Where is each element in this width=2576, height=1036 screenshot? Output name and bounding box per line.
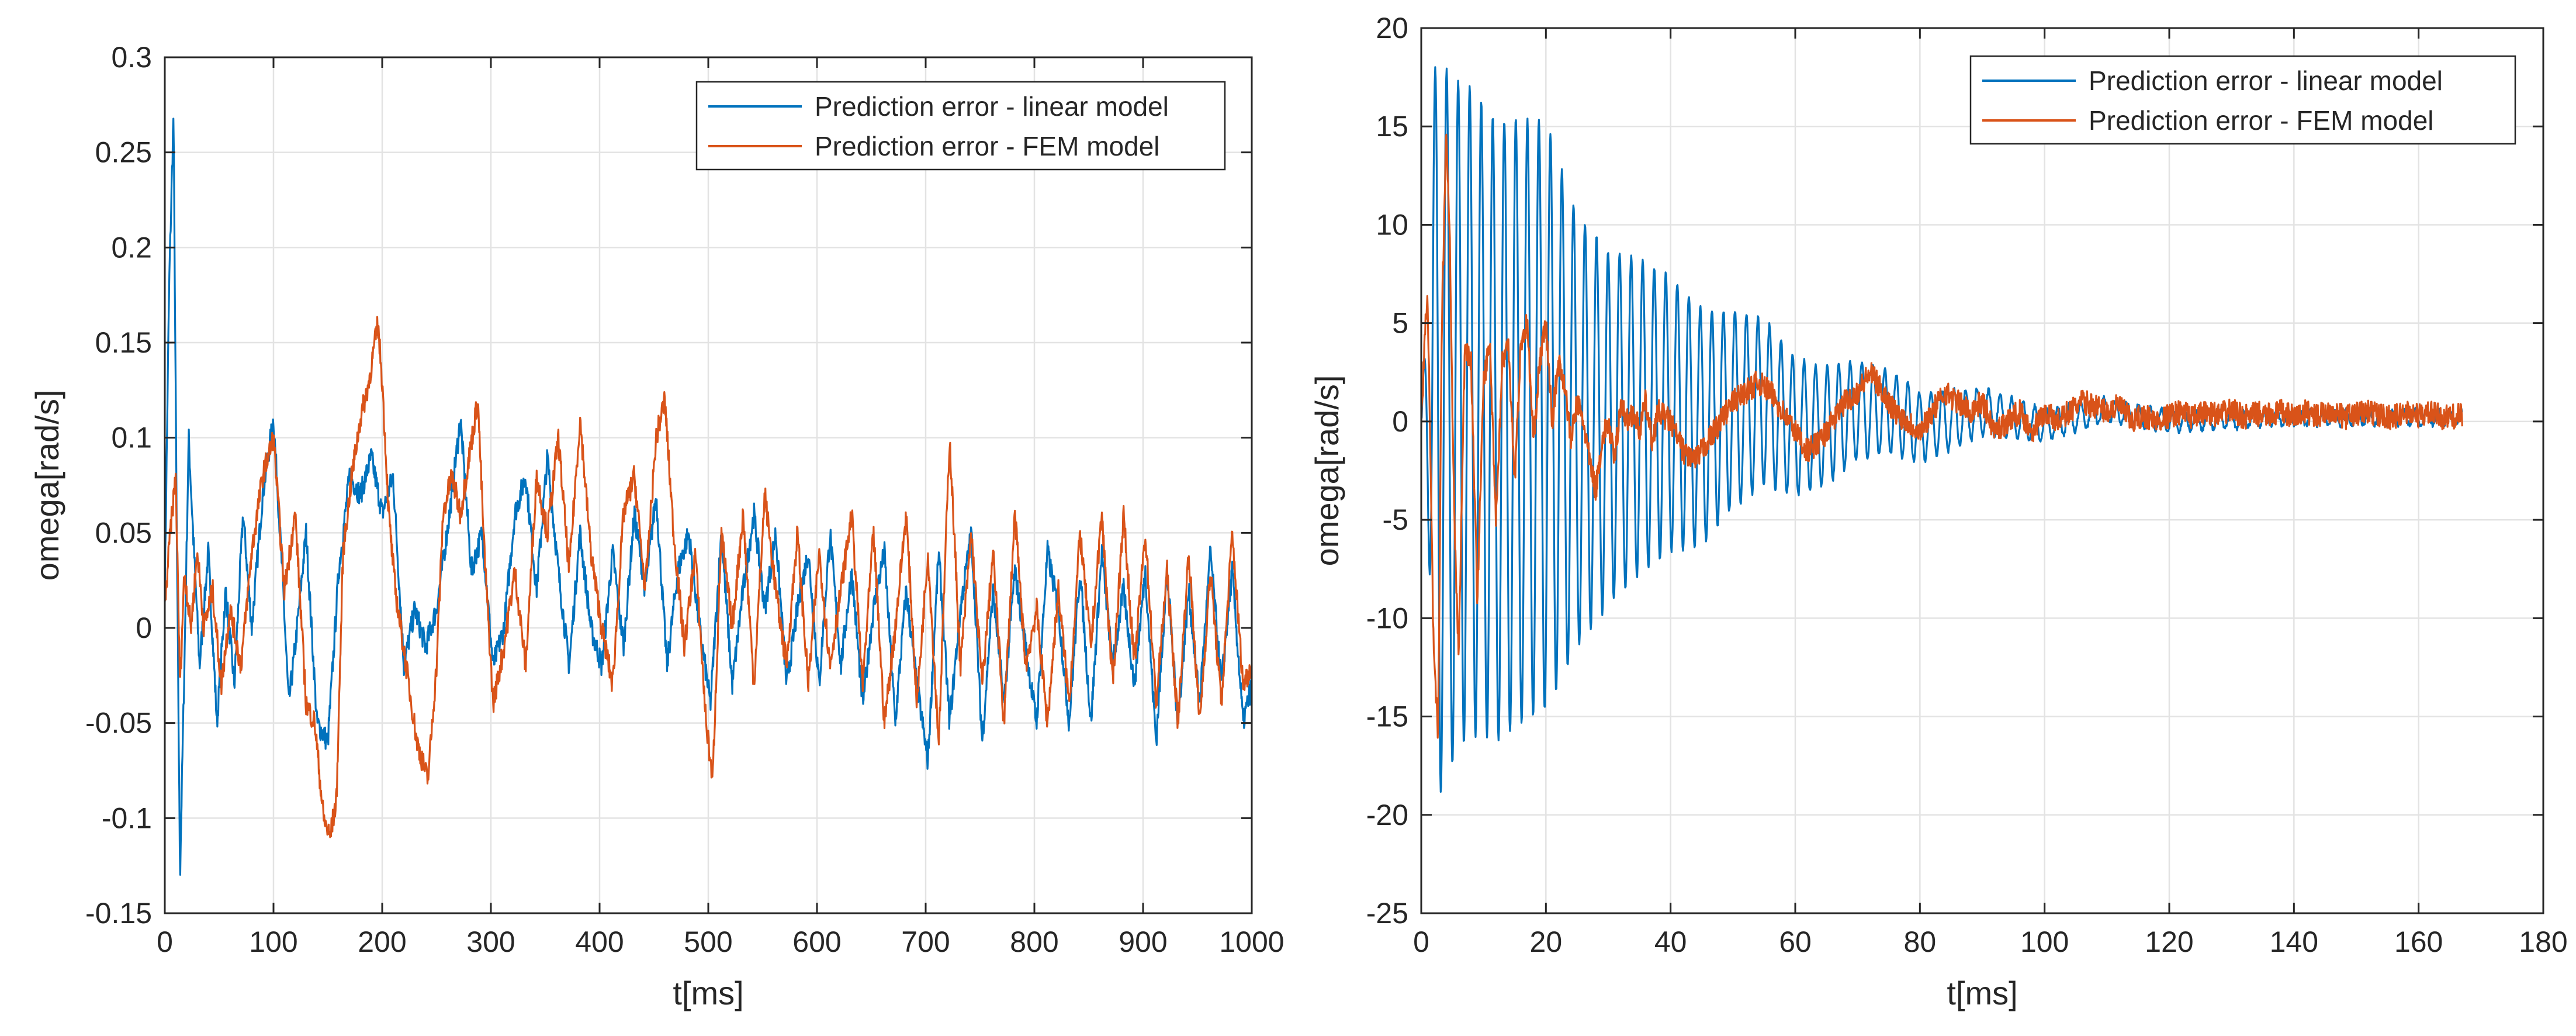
left-x-tick-label: 400 <box>575 926 624 958</box>
left-y-tick-label: 0.1 <box>111 422 152 454</box>
right-y-tick-label: -10 <box>1366 602 1408 634</box>
right-ticks: 0 20 40 60 80 100 120 140 160 180 -25 -20 -15 -10 -5 0 5… <box>1366 12 2568 958</box>
left-x-tick-label: 700 <box>901 926 950 958</box>
left-x-tick-label: 0 <box>157 926 173 958</box>
left-x-tick-label: 100 <box>249 926 297 958</box>
left-y-tick-label: 0.05 <box>95 516 152 549</box>
left-legend-box <box>695 81 1226 171</box>
right-x-tick-label: 180 <box>2519 926 2567 958</box>
left-ticks: 0 100 200 300 400 500 600 700 800 900 1000 -0.15 -0.… <box>85 41 1284 958</box>
left-series-fem-line <box>165 316 1252 838</box>
left-y-axis-label: omega[rad/s] <box>29 390 65 581</box>
right-legend-label-linear: Prediction error - linear model <box>2089 65 2443 96</box>
left-x-tick-label: 300 <box>466 926 515 958</box>
right-y-tick-label: -15 <box>1366 700 1408 733</box>
left-x-tick-label: 800 <box>1010 926 1058 958</box>
right-y-tick-label: 15 <box>1376 110 1408 143</box>
right-x-tick-label: 80 <box>1904 926 1937 958</box>
right-x-tick-label: 0 <box>1413 926 1429 958</box>
left-x-tick-label: 600 <box>792 926 841 958</box>
right-chart: 0 20 40 60 80 100 120 140 160 180 -25 -20 -15 -10 -5 0 5… <box>1308 12 2568 1011</box>
left-x-tick-label: 200 <box>358 926 406 958</box>
left-y-tick-label: -0.15 <box>85 897 152 930</box>
right-series-fem-line <box>1421 133 2463 739</box>
right-y-axis-label: omega[rad/s] <box>1308 375 1345 567</box>
right-y-tick-label: -20 <box>1366 799 1408 831</box>
left-y-tick-label: -0.05 <box>85 707 152 740</box>
right-series-group <box>1421 66 2463 793</box>
left-x-axis-label: t[ms] <box>673 975 743 1011</box>
right-x-tick-label: 120 <box>2145 926 2193 958</box>
left-legend-label-fem: Prediction error - FEM model <box>815 131 1160 161</box>
right-y-tick-label: 5 <box>1392 307 1408 340</box>
right-x-tick-label: 60 <box>1779 926 1812 958</box>
right-legend-box <box>1969 55 2516 145</box>
right-y-tick-label: -5 <box>1383 503 1408 536</box>
right-y-tick-label: 20 <box>1376 12 1408 44</box>
right-x-tick-label: 20 <box>1530 926 1563 958</box>
right-y-tick-label: -25 <box>1366 897 1408 930</box>
right-x-tick-label: 40 <box>1654 926 1687 958</box>
right-x-tick-label: 140 <box>2270 926 2318 958</box>
left-x-tick-label: 900 <box>1119 926 1167 958</box>
right-legend: Prediction error - linear model Predicti… <box>1969 55 2516 145</box>
right-x-tick-label: 160 <box>2394 926 2443 958</box>
left-y-tick-label: -0.1 <box>102 802 152 834</box>
left-y-tick-label: 0.3 <box>111 41 152 74</box>
left-y-tick-label: 0.15 <box>95 326 152 359</box>
left-x-tick-label: 1000 <box>1219 926 1284 958</box>
left-y-tick-label: 0 <box>136 612 152 644</box>
right-x-tick-label: 100 <box>2020 926 2069 958</box>
left-series-group <box>165 118 1252 876</box>
right-y-tick-label: 10 <box>1376 208 1408 241</box>
left-y-tick-label: 0.25 <box>95 136 152 169</box>
left-x-tick-label: 500 <box>684 926 732 958</box>
right-y-tick-label: 0 <box>1392 405 1408 438</box>
right-plot-frame <box>1420 27 2544 914</box>
right-legend-label-fem: Prediction error - FEM model <box>2089 105 2434 136</box>
left-y-tick-label: 0.2 <box>111 231 152 264</box>
left-series-linear-line <box>165 118 1252 876</box>
left-legend-label-linear: Prediction error - linear model <box>815 91 1169 122</box>
right-x-axis-label: t[ms] <box>1947 975 2017 1011</box>
left-legend: Prediction error - linear model Predicti… <box>695 81 1226 171</box>
left-chart: 0 100 200 300 400 500 600 700 800 900 1000 -0.15 -0.… <box>29 41 1284 1011</box>
